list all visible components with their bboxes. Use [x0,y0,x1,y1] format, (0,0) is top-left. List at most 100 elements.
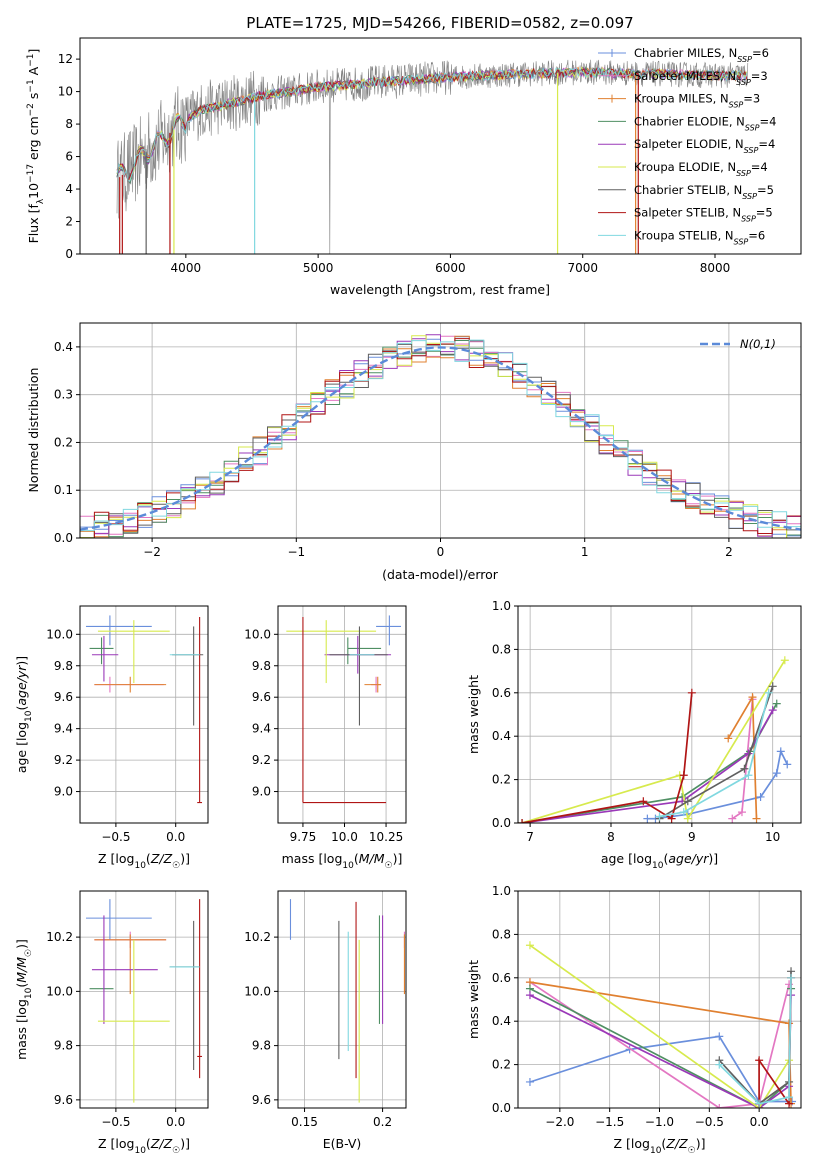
x-axis-label-age-vs-Z-part: ☉ [172,861,180,871]
y-axis-label-spectrum-part: −2 [26,103,36,116]
mass-weight-marker [525,1077,534,1086]
y-axis-label-age-vs-Z-part: ( [14,706,29,711]
x-axis-label-massweight-vs-Z-part: Z [log [614,1136,650,1151]
tick-label-y: 10.2 [244,930,271,944]
legend-model: Kroupa STELIB, N [634,228,734,242]
plot-mass-vs-EBV [289,899,405,1103]
x-axis-label-mass-vs-Z-part: )] [180,1136,190,1151]
legend-nssp: =4 [760,114,777,128]
mass-weight-marker [724,734,733,743]
y-axis-label-mass-vs-Z-part: M/M [14,957,29,983]
y-axis-label-residuals: Normed distribution [26,368,41,493]
x-axis-label-age-vs-mass-part: ( [354,851,359,866]
mass-weight-marker [679,808,688,817]
legend-nssp: =4 [751,160,768,174]
mass-weight-marker [525,991,534,1000]
tick-label-y: 9.4 [54,722,73,736]
tick-label-y: 9.8 [54,1039,73,1053]
tick-label-y: 10 [58,85,73,99]
x-axis-label-mass-vs-Z-part: Z/Z [150,1136,173,1151]
tick-label-y: 0.1 [54,483,73,497]
axes-frame [79,605,209,824]
plot-spectrum [116,59,749,254]
mass-weight-marker [756,792,765,801]
tick-label-y: 10.0 [46,627,73,641]
tick-label-y: 0.0 [492,1101,511,1115]
tick-label-x: 10.25 [369,830,403,844]
legend-nssp: =3 [743,92,760,106]
legend-model: Chabrier MILES, N [634,46,737,60]
x-axis-label-age-vs-Z-part: Z [log [98,851,134,866]
mass-weight-marker [783,760,792,769]
mass-weight-marker [768,706,777,715]
panel-age-vs-mass: 9.75 10.0 10.25 9.0 9.2 9.4 9.6 9.8 10.0 mass [lo… [244,605,407,871]
mass-weight-line [521,709,774,823]
tick-label-y: 10.0 [244,984,271,998]
legend-label: Chabrier MILES, NSSP=6 [634,46,769,64]
mass-weight-marker [755,1099,764,1108]
mass-weight-marker [715,1104,724,1108]
x-axis-label-mass-vs-Z-part: 10 [134,1146,146,1156]
x-axis-label-mass-vs-Z-part: ☉ [172,1146,180,1156]
mass-weight-marker [787,973,796,982]
tick-label-y: 0.4 [54,340,73,354]
tick-label-y: 6 [65,150,73,164]
tick-label-x: −2 [143,545,161,559]
tick-label-y: 0.3 [54,388,73,402]
tick-label-x: 8000 [700,261,731,275]
tick-label-y: 1.0 [492,599,511,613]
panel-mass-vs-EBV: 0.15 0.2 9.6 9.8 10.0 10.2 E(B-V) [244,890,407,1151]
x-axis-label-mass-vs-EBV: E(B-V) [323,1136,362,1151]
y-axis-label-spectrum-part: λ [36,198,46,204]
legend-sub: SSP [742,191,757,200]
mass-weight-marker [728,814,737,823]
tick-label-y: 0.6 [492,686,511,700]
mass-weight-marker [643,814,652,823]
tick-label-y: 9.2 [54,753,73,767]
legend-nssp: =6 [748,228,765,242]
mass-weight-marker [772,699,781,708]
mass-weight-marker [683,797,692,806]
y-axis-label-spectrum-part: Flux [f [26,204,41,244]
x-axis-label-massweight-vs-age-part: 10 [652,861,664,871]
legend-model: Salpeter MILES, N [634,69,736,83]
tick-label-x: 8 [607,830,615,844]
grid-mass-vs-Z [80,891,208,1108]
panel-residuals: −2 −1 0 1 2 0.0 0.1 0.2 0.3 0.4 (data-model)/error… [26,322,802,582]
x-axis-label-age-vs-Z-part: ( [146,851,151,866]
x-axis-label-massweight-vs-Z-part: )] [696,1136,706,1151]
grid-age-vs-Z [80,606,208,823]
legend-nssp: =6 [752,46,769,60]
mass-weight-line [718,971,792,1105]
tick-label-x: 9.75 [290,830,317,844]
y-axis-label-spectrum-part: ] [26,49,41,54]
mass-weight-line [659,692,770,818]
grid-age-vs-mass [278,606,406,823]
x-axis-label-age-vs-mass: mass [log10(M/M☉)] [282,851,403,871]
y-axis-label-spectrum-part: −17 [26,164,36,183]
tick-label-x: −0.5 [101,1115,130,1129]
tick-label-x: 7 [526,830,534,844]
tick-label-x: −2.0 [545,1115,574,1129]
tick-label-y: 0.6 [492,971,511,985]
mass-weight-line [529,944,790,1108]
tick-label-y: 9.6 [54,1093,73,1107]
legend-sub: SSP [745,123,760,132]
x-axis-label-massweight-vs-age-part: age [log [601,851,652,866]
x-axis-label-massweight-vs-Z-part: ☉ [688,1146,696,1156]
mass-weight-marker [518,819,527,823]
tick-label-x: 5000 [303,261,334,275]
x-axis-label-age-vs-mass-part: 10 [342,861,354,871]
mass-weight-marker [748,693,757,702]
legend-nssp: =5 [757,183,774,197]
axes-frame [277,605,407,824]
tick-label-x: −1 [287,545,305,559]
legend-model: Kroupa MILES, N [634,92,729,106]
legend-model: Salpeter STELIB, N [634,206,741,220]
plot-massweight-vs-Z [525,941,797,1108]
legend-label: Kroupa MILES, NSSP=3 [634,92,760,110]
x-axis-label-residuals: (data-model)/error [382,567,499,582]
